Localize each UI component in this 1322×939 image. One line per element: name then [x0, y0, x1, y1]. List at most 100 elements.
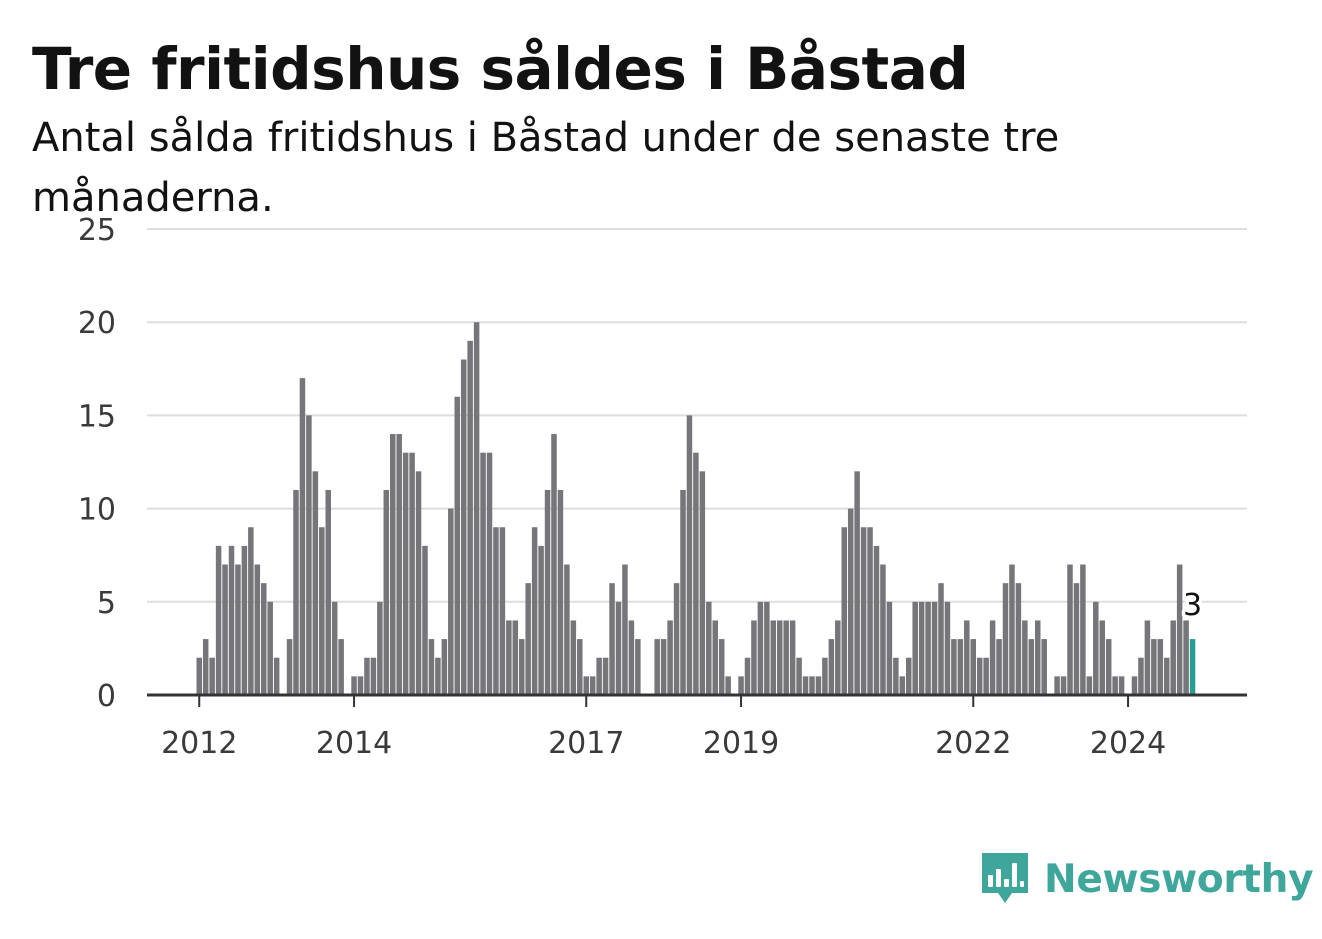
- bar: [506, 620, 512, 695]
- bar: [1183, 620, 1189, 695]
- bar: [783, 620, 789, 695]
- bar: [867, 527, 873, 695]
- bar: [1002, 583, 1009, 695]
- bar: [390, 434, 396, 695]
- bar: [415, 471, 422, 695]
- bar: [248, 527, 254, 695]
- bar: [1112, 676, 1118, 695]
- bar: [1157, 639, 1164, 695]
- bar: [222, 564, 228, 695]
- bar: [435, 657, 441, 695]
- y-tick-label: 5: [97, 586, 116, 621]
- bar: [860, 527, 867, 695]
- bar: [938, 583, 944, 695]
- chart-subtitle: Antal sålda fritidshus i Båstad under de…: [32, 115, 1060, 221]
- bar: [1138, 657, 1144, 695]
- bar: [454, 396, 460, 695]
- bar: [906, 657, 912, 695]
- bar: [564, 564, 570, 695]
- bar: [635, 639, 641, 695]
- bar: [557, 489, 564, 695]
- bar: [286, 639, 293, 695]
- bar: [654, 639, 660, 695]
- bar: [622, 564, 628, 695]
- bar: [293, 489, 299, 695]
- bar: [551, 434, 557, 695]
- bar: [357, 676, 364, 695]
- bar: [441, 639, 448, 695]
- bar: [951, 639, 957, 695]
- bar: [738, 676, 744, 695]
- x-tick-label: 2014: [316, 726, 392, 761]
- bar: [918, 601, 925, 695]
- bar: [777, 620, 783, 695]
- bar: [1067, 564, 1073, 695]
- bar: [789, 620, 796, 695]
- bar: [241, 545, 248, 695]
- bar: [486, 452, 493, 695]
- brand-logo: Newsworthy: [980, 848, 1314, 910]
- bar: [764, 601, 770, 695]
- bar: [706, 601, 712, 695]
- bar: [873, 545, 880, 695]
- bar: [531, 527, 538, 695]
- bar: [680, 489, 686, 695]
- x-tick-label: 2024: [1090, 726, 1166, 761]
- bar: [538, 545, 544, 695]
- bar: [215, 545, 222, 695]
- bar: [499, 527, 506, 695]
- bar: [970, 639, 976, 695]
- bar: [660, 639, 667, 695]
- bar: [841, 527, 847, 695]
- bar: [828, 639, 835, 695]
- bar: [460, 359, 467, 695]
- bar: [409, 452, 415, 695]
- bar: [931, 601, 938, 695]
- bar: [364, 657, 370, 695]
- bar: [1093, 601, 1099, 695]
- bar: [589, 676, 596, 695]
- bar: [422, 545, 428, 695]
- y-tick-label: 15: [78, 399, 116, 434]
- bar: [544, 489, 551, 695]
- bar: [583, 676, 589, 695]
- bar: [267, 601, 273, 695]
- bar: [1086, 676, 1093, 695]
- bar: [209, 657, 215, 695]
- bar: [712, 620, 718, 695]
- bar: [1105, 639, 1112, 695]
- bar: [1028, 639, 1035, 695]
- bar: [686, 415, 693, 695]
- bar: [822, 657, 828, 695]
- bar: [273, 657, 280, 695]
- bar: [1131, 676, 1138, 695]
- bar: [1170, 620, 1176, 695]
- bar-chart: 0 5 10 15 20 25 3 2012 2014 2017 2019 2022 2024: [78, 213, 1247, 761]
- bar: [770, 620, 777, 695]
- bar: [319, 527, 325, 695]
- bar: [370, 657, 377, 695]
- bar: [402, 452, 409, 695]
- bar: [693, 452, 699, 695]
- bar: [757, 601, 764, 695]
- bar: [1009, 564, 1015, 695]
- bar: [428, 639, 435, 695]
- bar: [699, 471, 706, 695]
- bar: [1176, 564, 1183, 695]
- bar: [1144, 620, 1151, 695]
- bar: [1118, 676, 1125, 695]
- bar: [1080, 564, 1086, 695]
- bar: [1054, 676, 1060, 695]
- bar: [473, 322, 480, 695]
- bar: [577, 639, 583, 695]
- bar: [815, 676, 822, 695]
- bar: [196, 657, 202, 695]
- bar: [519, 639, 525, 695]
- bar: [467, 340, 473, 695]
- y-tick-label: 10: [78, 493, 116, 528]
- y-tick-label: 25: [78, 213, 116, 248]
- bars: [196, 322, 1196, 695]
- bar: [493, 527, 499, 695]
- bar: [912, 601, 918, 695]
- bar: [744, 657, 751, 695]
